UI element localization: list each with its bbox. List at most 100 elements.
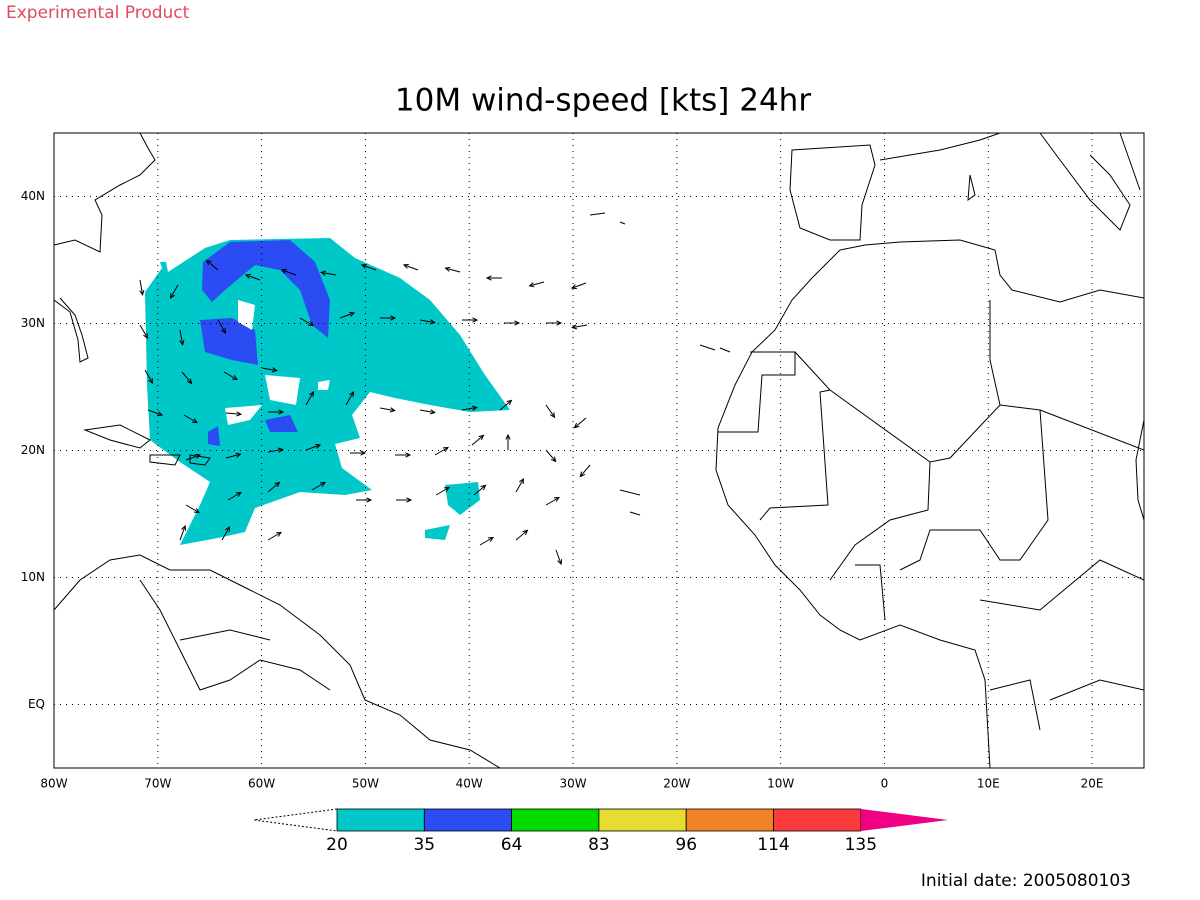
lon-tick-label: 40W bbox=[456, 777, 483, 791]
lon-tick-label: 20E bbox=[1081, 777, 1104, 791]
colorbar-label: 135 bbox=[845, 835, 877, 855]
map-frame bbox=[53, 132, 1145, 769]
wind-arrow bbox=[221, 526, 231, 541]
wind-arrow bbox=[380, 315, 397, 321]
islands bbox=[589, 212, 731, 516]
wind-arrow bbox=[395, 452, 412, 458]
wind-arrow bbox=[147, 409, 164, 417]
wind-arrow bbox=[225, 411, 243, 417]
wind-arrow bbox=[267, 531, 282, 541]
wind-arrow bbox=[571, 324, 588, 330]
wind-shading-gap bbox=[225, 300, 330, 425]
wind-arrow bbox=[515, 529, 529, 541]
wind-arrow bbox=[402, 263, 419, 271]
wind-arrow bbox=[305, 443, 322, 451]
wind-arrow bbox=[461, 405, 478, 411]
wind-shading bbox=[145, 238, 510, 545]
coastline bbox=[789, 132, 1141, 241]
wind-arrow bbox=[267, 481, 281, 493]
wind-arrow bbox=[499, 399, 513, 411]
colorbar-label: 96 bbox=[675, 835, 697, 855]
coastline bbox=[53, 297, 89, 363]
coastline bbox=[83, 424, 211, 466]
wind-arrow bbox=[185, 504, 200, 514]
initial-date: Initial date: 2005080103 bbox=[921, 871, 1131, 891]
wind-arrow bbox=[268, 409, 285, 415]
colorbar-label: 83 bbox=[588, 835, 610, 855]
wind-arrow bbox=[217, 319, 227, 334]
wind-arrow bbox=[419, 319, 436, 325]
wind-arrow bbox=[570, 282, 587, 290]
wind-field bbox=[145, 238, 510, 545]
wind-arrow bbox=[320, 270, 337, 276]
lat-tick-label: 30N bbox=[21, 316, 45, 330]
lon-tick-label: 20W bbox=[663, 777, 690, 791]
wind-arrow bbox=[183, 414, 198, 424]
colorbar: 20 35 64 83 96 114 135 bbox=[253, 808, 949, 855]
wind-arrow bbox=[205, 259, 219, 271]
lat-tick-label: 10N bbox=[21, 570, 45, 584]
lat-tick-label: 20N bbox=[21, 443, 45, 457]
wind-arrow bbox=[350, 450, 367, 456]
colorbar-segment bbox=[511, 808, 600, 832]
wind-arrow bbox=[223, 371, 238, 381]
wind-arrow bbox=[185, 453, 202, 461]
wind-arrow bbox=[573, 417, 587, 429]
colorbar-label: 35 bbox=[413, 835, 435, 855]
wind-shading bbox=[425, 482, 480, 540]
wind-arrow bbox=[169, 284, 179, 299]
wind-arrow bbox=[462, 317, 479, 323]
lon-tick-label: 30W bbox=[559, 777, 586, 791]
wind-arrow bbox=[267, 447, 284, 453]
wind-arrow bbox=[379, 407, 396, 413]
lon-tick-label: 60W bbox=[248, 777, 275, 791]
wind-arrow bbox=[181, 371, 193, 385]
colorbar-segment bbox=[685, 808, 774, 832]
wind-shading bbox=[200, 318, 298, 446]
map-title: 10M wind-speed [kts] 24hr bbox=[395, 83, 811, 119]
wind-arrow bbox=[546, 320, 563, 326]
wind-arrow bbox=[435, 486, 450, 496]
wind-arrow bbox=[504, 320, 521, 326]
product-label: Experimental Product bbox=[6, 3, 190, 23]
wind-arrow bbox=[545, 496, 560, 506]
wind-arrow bbox=[473, 484, 487, 496]
lat-tick-label: EQ bbox=[28, 697, 45, 711]
wind-arrow bbox=[139, 324, 149, 339]
colorbar-label: 114 bbox=[757, 835, 789, 855]
wind-arrow bbox=[225, 452, 242, 459]
colorbar-label: 20 bbox=[326, 835, 348, 855]
wind-arrow bbox=[305, 391, 315, 406]
wind-arrow bbox=[244, 273, 261, 281]
colorbar-label: 64 bbox=[501, 835, 523, 855]
colorbar-segment bbox=[773, 808, 862, 832]
wind-arrow bbox=[471, 434, 485, 446]
wind-arrow bbox=[444, 266, 461, 273]
wind-arrow bbox=[545, 449, 557, 463]
wind-arrow bbox=[505, 433, 511, 450]
wind-arrow bbox=[579, 464, 591, 478]
wind-arrow bbox=[434, 446, 449, 456]
wind-arrow bbox=[485, 275, 502, 281]
wind-arrow bbox=[528, 281, 545, 288]
wind-arrow bbox=[179, 329, 185, 346]
wind-shading bbox=[202, 240, 330, 338]
lon-tick-label: 50W bbox=[352, 777, 379, 791]
wind-arrow bbox=[280, 268, 297, 276]
border bbox=[139, 579, 331, 691]
lon-tick-label: 10E bbox=[977, 777, 1000, 791]
lon-tick-label: 10W bbox=[767, 777, 794, 791]
wind-arrow bbox=[396, 497, 413, 503]
coastline bbox=[53, 132, 156, 253]
graticule: 80W 70W 60W 50W 40W 30W 20W 10W 0 10E 20E 40N 30N 20N… bbox=[21, 133, 1144, 791]
wind-arrow bbox=[515, 478, 525, 493]
colorbar-segment bbox=[598, 808, 687, 832]
border bbox=[718, 300, 1145, 731]
wind-arrow bbox=[139, 279, 145, 296]
lon-tick-label: 70W bbox=[144, 777, 171, 791]
wind-vectors bbox=[139, 259, 591, 566]
wind-arrow bbox=[356, 497, 373, 503]
wind-arrow bbox=[419, 409, 436, 415]
wind-arrow bbox=[339, 311, 356, 319]
